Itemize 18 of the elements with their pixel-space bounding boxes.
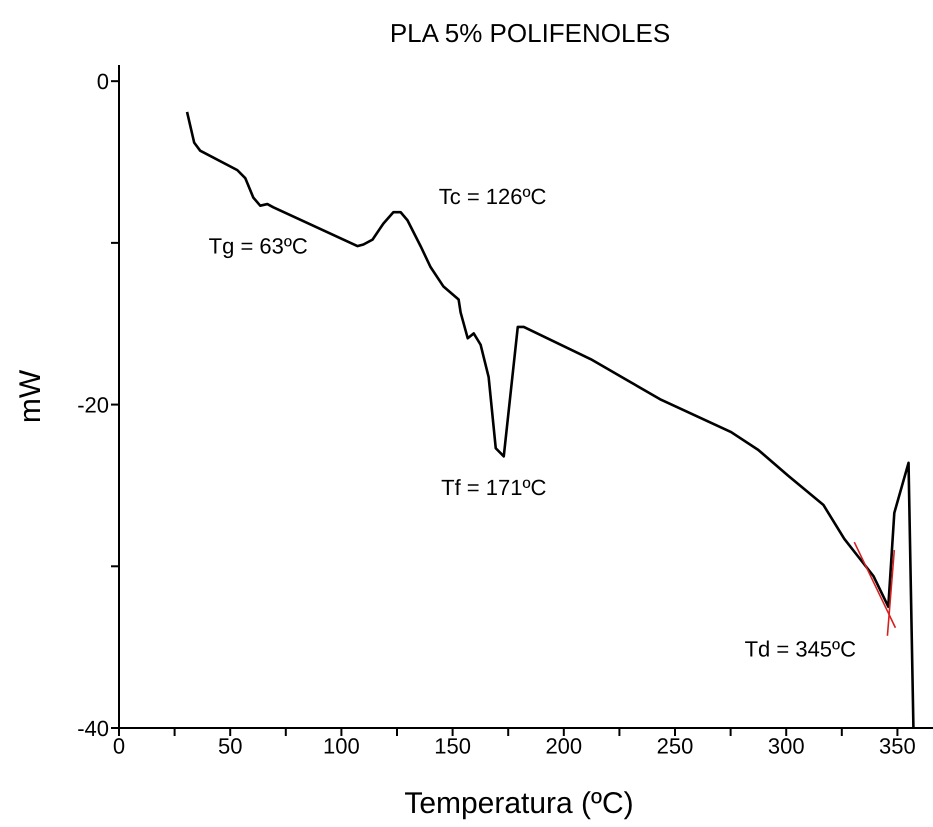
- y-axis-title: mW: [14, 369, 47, 424]
- annotation: Tg = 63ºC: [208, 234, 308, 258]
- chart-title: PLA 5% POLIFENOLES: [390, 18, 670, 48]
- x-axis-title: Temperatura (ºC): [404, 787, 634, 820]
- x-tick-label: 100: [323, 734, 360, 759]
- x-tick-label: 0: [112, 734, 126, 759]
- y-tick-label: -40: [77, 716, 109, 741]
- annotation: Tf = 171ºC: [441, 475, 546, 500]
- x-tick-label: 250: [656, 734, 694, 759]
- x-tick-label: 150: [434, 734, 471, 759]
- x-tick-label: 50: [218, 734, 242, 759]
- annotation: Tc = 126ºC: [438, 184, 547, 209]
- x-tick-label: 200: [545, 734, 582, 759]
- x-tick-label: 350: [879, 734, 916, 759]
- annotation: Td = 345ºC: [744, 636, 856, 662]
- x-tick-label: 300: [768, 734, 805, 759]
- y-tick-label: -20: [77, 392, 109, 418]
- y-tick-label: 0: [96, 68, 109, 94]
